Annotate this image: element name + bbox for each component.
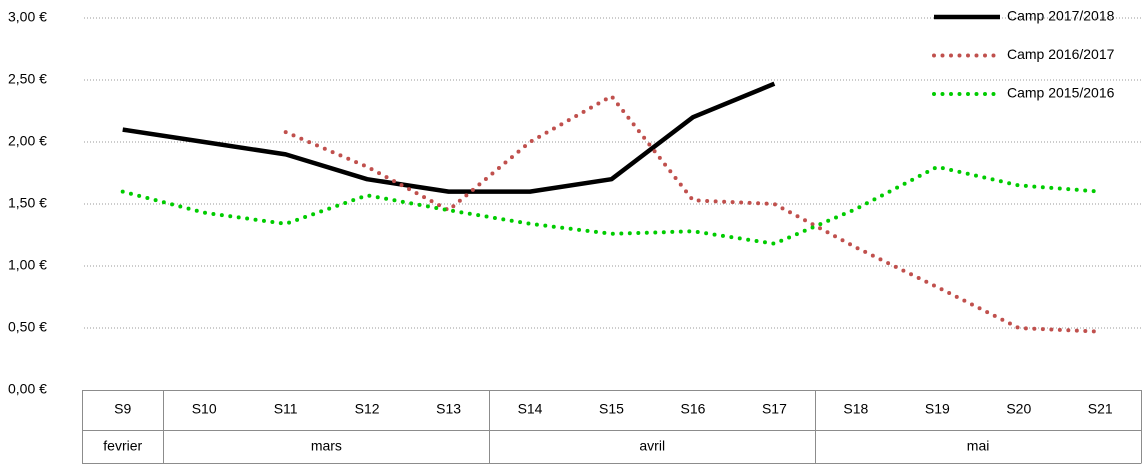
x-tick-label: S21 bbox=[1088, 401, 1113, 417]
legend-label: Camp 2017/2018 bbox=[1007, 8, 1115, 24]
x-tick-label: S14 bbox=[518, 401, 543, 417]
legend-label: Camp 2015/2016 bbox=[1007, 85, 1115, 101]
series-line bbox=[283, 93, 1103, 334]
x-tick-label: S18 bbox=[843, 401, 868, 417]
series-line bbox=[120, 164, 1103, 246]
x-tick-label: S9 bbox=[114, 401, 131, 417]
y-tick-label: 0,00 € bbox=[8, 381, 47, 397]
y-tick-label: 1,00 € bbox=[8, 257, 47, 273]
x-tick-label: S17 bbox=[762, 401, 787, 417]
legend-label: Camp 2016/2017 bbox=[1007, 46, 1115, 62]
group-label: mars bbox=[311, 437, 342, 453]
y-tick-label: 0,50 € bbox=[8, 319, 47, 335]
group-label: mai bbox=[967, 437, 990, 453]
y-tick-label: 2,50 € bbox=[8, 71, 47, 87]
group-label: avril bbox=[639, 437, 665, 453]
x-tick-label: S10 bbox=[192, 401, 217, 417]
x-tick-label: S12 bbox=[355, 401, 380, 417]
x-tick-label: S19 bbox=[925, 401, 950, 417]
y-tick-label: 3,00 € bbox=[8, 9, 47, 25]
y-tick-label: 2,00 € bbox=[8, 133, 47, 149]
x-tick-label: S20 bbox=[1006, 401, 1031, 417]
y-tick-label: 1,50 € bbox=[8, 195, 47, 211]
x-tick-label: S13 bbox=[436, 401, 461, 417]
group-label: fevrier bbox=[103, 437, 142, 453]
x-tick-label: S15 bbox=[599, 401, 624, 417]
series-line bbox=[122, 81, 776, 194]
x-tick-label: S11 bbox=[274, 401, 298, 417]
x-tick-label: S16 bbox=[681, 401, 706, 417]
